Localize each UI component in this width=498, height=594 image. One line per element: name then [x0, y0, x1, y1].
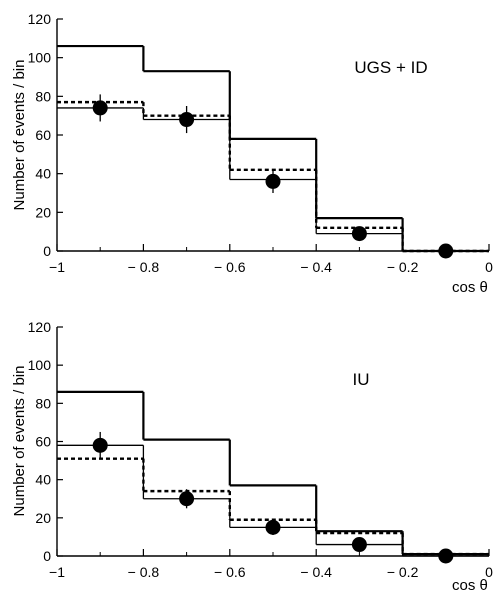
- y-tick-label: 0: [43, 243, 51, 259]
- data-point: [179, 112, 195, 128]
- x-tick-label: − 0.4: [300, 564, 332, 580]
- y-tick-label: 120: [28, 11, 52, 27]
- x-axis-label: cos θ: [452, 279, 488, 296]
- data-point: [92, 100, 108, 116]
- y-tick-label: 20: [35, 204, 51, 220]
- y-tick-label: 80: [35, 395, 51, 411]
- x-tick-label: 0: [485, 259, 493, 275]
- y-tick-label: 100: [28, 50, 52, 66]
- series-dashed: [57, 457, 489, 556]
- data-points: [92, 431, 454, 564]
- data-point: [265, 519, 281, 535]
- y-tick-label: 40: [35, 166, 51, 182]
- data-point: [265, 173, 281, 189]
- x-axis-label: cos θ: [452, 577, 488, 594]
- series-solid-thin: [57, 444, 489, 557]
- x-tick-label: −1: [49, 259, 65, 275]
- y-tick-label: 80: [35, 88, 51, 104]
- x-tick-label: − 0.6: [214, 564, 246, 580]
- data-point: [179, 491, 195, 507]
- x-tick-label: 0: [485, 564, 493, 580]
- panel-annotation: IU: [353, 370, 370, 389]
- x-tick-label: −1: [49, 564, 65, 580]
- data-point: [92, 437, 108, 453]
- x-tick-label: − 0.8: [128, 259, 160, 275]
- data-points: [92, 94, 454, 259]
- x-tick-label: − 0.6: [214, 259, 246, 275]
- x-tick-label: − 0.4: [300, 259, 332, 275]
- y-tick-label: 60: [35, 127, 51, 143]
- y-tick-label: 120: [28, 319, 52, 335]
- data-point: [351, 537, 367, 553]
- y-tick-label: 60: [35, 434, 51, 450]
- y-axis-label: Number of events / bin: [11, 60, 28, 211]
- y-tick-label: 40: [35, 472, 51, 488]
- x-tick-label: − 0.2: [387, 259, 419, 275]
- y-tick-label: 100: [28, 357, 52, 373]
- x-tick-label: − 0.2: [387, 564, 419, 580]
- data-point: [438, 243, 454, 259]
- panel-1: 0 20 40 60 80 100 120 −1 − 0.8 − 0.6 − 0.4 − 0.2 0 co…: [11, 11, 493, 296]
- panel-annotation: UGS + ID: [354, 58, 427, 77]
- x-tick-label: − 0.8: [128, 564, 160, 580]
- y-axis-label: Number of events / bin: [11, 366, 28, 517]
- data-point: [438, 548, 454, 564]
- data-point: [351, 226, 367, 242]
- y-tick-label: 0: [43, 548, 51, 564]
- y-tick-label: 20: [35, 510, 51, 526]
